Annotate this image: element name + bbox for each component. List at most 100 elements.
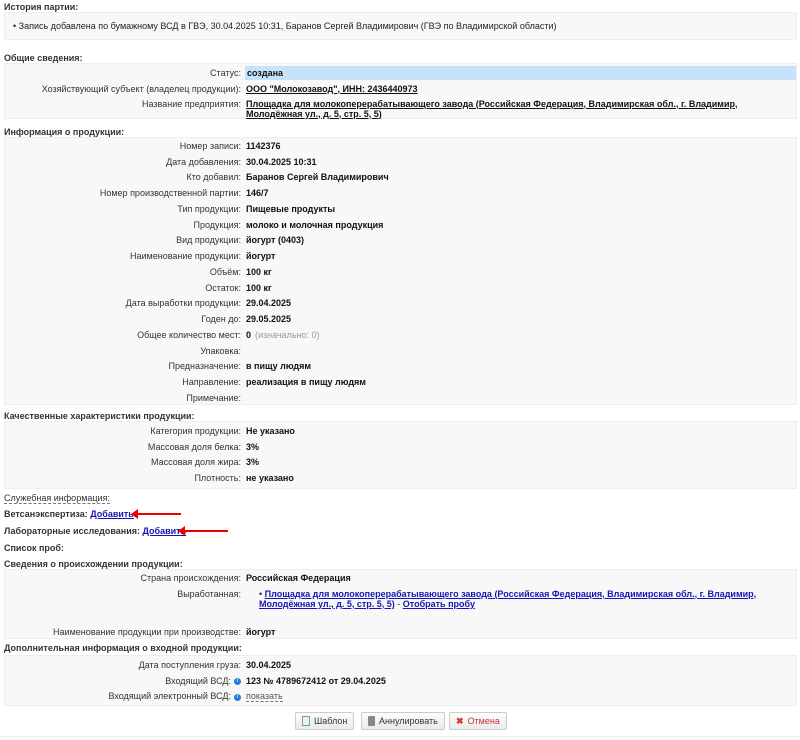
- field-value: создана: [245, 65, 796, 80]
- field-label: Статус:: [210, 67, 241, 78]
- samples-label: Список проб:: [4, 543, 64, 553]
- field-label: Направление:: [182, 377, 241, 388]
- button-label: Шаблон: [314, 716, 348, 726]
- field-value: 30.04.2025 10:31: [246, 156, 317, 167]
- take-sample-link[interactable]: Отобрать пробу: [402, 598, 475, 609]
- field-label: Дата выработки продукции:: [125, 298, 241, 309]
- trash-icon: [368, 716, 375, 726]
- field-label: Массовая доля жира:: [150, 457, 241, 468]
- field-label: Объём:: [209, 266, 241, 277]
- show-evsd-link[interactable]: показать: [246, 691, 283, 703]
- field-row: Упаковка:: [5, 343, 796, 359]
- product-heading: Информация о продукции:: [4, 127, 125, 137]
- field-value: йогурт: [246, 251, 276, 262]
- field-label: Дата поступления груза:: [138, 659, 241, 670]
- lab-add-link[interactable]: Добавить: [142, 526, 187, 536]
- divider: [0, 736, 800, 737]
- info-icon[interactable]: i: [234, 693, 241, 701]
- field-value: 29.05.2025: [246, 314, 292, 325]
- field-row: Название предприятия: Площадка для молоко…: [5, 97, 796, 121]
- history-box: • Запись добавлена по бумажному ВСД в ГВ…: [4, 12, 797, 40]
- history-entry-text: Запись добавлена по бумажному ВСД в ГВЭ,…: [18, 21, 557, 31]
- field-row: Общее количество мест: 0 (изначально: 0): [5, 327, 796, 343]
- general-box: Статус: создана Хозяйствующий субъект (вла…: [4, 63, 797, 119]
- field-label: Годен до:: [201, 314, 241, 325]
- field-value: 100 кг: [246, 282, 272, 293]
- field-value: 100 кг: [246, 266, 272, 277]
- button-label: Аннулировать: [379, 716, 438, 726]
- field-row: Наименование продукции: йогурт: [5, 248, 796, 264]
- vet-label: Ветсанэкспертиза:: [4, 509, 88, 519]
- field-value: 0: [246, 329, 252, 340]
- field-row: Тип продукции: Пищевые продукты: [5, 201, 796, 217]
- field-row: Массовая доля жира: 3%: [5, 455, 796, 471]
- field-label: Номер записи:: [179, 140, 241, 151]
- field-row: Остаток: 100 кг: [5, 280, 796, 296]
- field-value: 146/7: [246, 188, 269, 199]
- field-row: Массовая доля белка: 3%: [5, 439, 796, 455]
- red-arrow-icon: [178, 526, 228, 536]
- field-label: Наименование продукции:: [130, 251, 241, 262]
- field-row: Статус: создана: [5, 65, 796, 81]
- field-row: Кто добавил: Баранов Сергей Владимирович: [5, 170, 796, 186]
- field-value: Не указано: [246, 425, 295, 436]
- enterprise-link[interactable]: Площадка для молокоперерабатывающего зав…: [259, 588, 757, 609]
- field-label: Номер производственной партии:: [99, 188, 241, 199]
- field-value: Российская Федерация: [246, 572, 351, 583]
- field-row: Направление: реализация в пищу людям: [5, 374, 796, 390]
- field-row: Вид продукции: йогурт (0403): [5, 233, 796, 249]
- field-link[interactable]: ООО "Молокозавод", ИНН: 2436440973: [246, 83, 418, 94]
- field-label: Название предприятия:: [142, 98, 241, 109]
- service-info-toggle[interactable]: Служебная информация:: [4, 493, 110, 504]
- field-label: Предназначение:: [168, 361, 241, 372]
- field-label: Плотность:: [194, 473, 241, 484]
- field-value: в пищу людям: [246, 361, 312, 372]
- field-label: Кто добавил:: [186, 172, 241, 183]
- close-icon: ✖: [456, 715, 464, 726]
- field-value: 1142376: [246, 140, 281, 151]
- field-label: Дата добавления:: [166, 156, 241, 167]
- field-value: 123 № 4789672412 от 29.04.2025: [246, 675, 386, 686]
- quality-box: Категория продукции: Не указано Массовая д…: [4, 421, 797, 489]
- quality-heading: Качественные характеристики продукции:: [4, 411, 195, 421]
- field-value: Баранов Сергей Владимирович: [246, 172, 389, 183]
- field-row: Номер записи: 1142376: [5, 138, 796, 154]
- field-value: 3%: [246, 441, 260, 452]
- field-value: Пищевые продукты: [246, 203, 336, 214]
- field-row: Хозяйствующий субъект (владелец продукци…: [5, 81, 796, 97]
- field-value: реализация в пищу людям: [246, 377, 366, 388]
- vet-add-link[interactable]: Добавить: [90, 509, 134, 519]
- field-link[interactable]: Площадка для молокоперерабатывающего зав…: [246, 98, 738, 119]
- history-entry: • Запись добавлена по бумажному ВСД в ГВ…: [13, 21, 557, 31]
- field-value: 30.04.2025: [246, 659, 292, 670]
- field-value: 29.04.2025: [246, 298, 292, 309]
- field-row: Номер производственной партии: 146/7: [5, 185, 796, 201]
- origin-heading: Сведения о происхождении продукции:: [4, 559, 183, 569]
- field-label: Наименование продукции при производстве:: [53, 626, 241, 637]
- produced-item: • Площадка для молокоперерабатывающего з…: [259, 588, 757, 609]
- template-icon: [302, 716, 310, 726]
- history-heading: История партии:: [4, 2, 79, 12]
- field-label: Массовая доля белка:: [147, 441, 241, 452]
- field-value: 3%: [246, 457, 260, 468]
- origin-box: Страна происхождения: Российская Федераци…: [4, 569, 797, 639]
- general-heading: Общие сведения:: [4, 53, 83, 63]
- field-label: Тип продукции:: [177, 203, 241, 214]
- red-arrow-icon: [131, 509, 181, 519]
- lab-label: Лабораторные исследования:: [4, 526, 141, 536]
- field-label: Вид продукции:: [176, 235, 241, 246]
- info-icon[interactable]: i: [234, 677, 241, 685]
- cancel-button[interactable]: ✖ Отмена: [449, 712, 507, 730]
- field-label: Остаток:: [205, 282, 241, 293]
- field-label: Примечание:: [186, 392, 241, 403]
- field-row: Плотность: не указано: [5, 470, 796, 486]
- field-label: Общее количество мест:: [137, 329, 241, 340]
- field-note: (изначально: 0): [255, 329, 320, 340]
- field-label: Категория продукции:: [150, 425, 241, 436]
- field-label: Выработанная:: [177, 588, 241, 599]
- field-label: Продукция:: [193, 219, 241, 230]
- field-row: Продукция: молоко и молочная продукция: [5, 217, 796, 233]
- template-button[interactable]: Шаблон: [295, 712, 355, 730]
- annul-button[interactable]: Аннулировать: [361, 712, 445, 730]
- extra-box: Дата поступления груза: 30.04.2025 Входящ…: [4, 655, 797, 706]
